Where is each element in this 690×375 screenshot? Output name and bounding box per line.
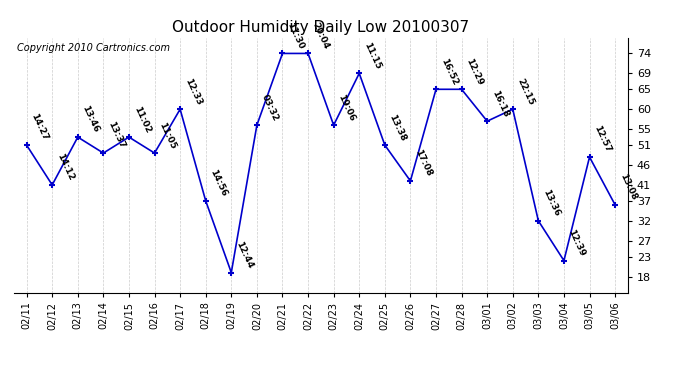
Text: 12:39: 12:39 — [566, 228, 587, 258]
Title: Outdoor Humidity Daily Low 20100307: Outdoor Humidity Daily Low 20100307 — [172, 20, 469, 35]
Text: 14:12: 14:12 — [55, 152, 75, 182]
Text: 22:15: 22:15 — [515, 77, 536, 106]
Text: 11:15: 11:15 — [362, 41, 382, 70]
Text: 16:18: 16:18 — [490, 88, 510, 118]
Text: 13:36: 13:36 — [541, 188, 562, 218]
Text: 13:38: 13:38 — [388, 112, 408, 142]
Text: 12:57: 12:57 — [592, 124, 613, 154]
Text: 13:08: 13:08 — [618, 172, 638, 202]
Text: 12:29: 12:29 — [464, 57, 484, 87]
Text: 13:46: 13:46 — [81, 105, 101, 134]
Text: 20:04: 20:04 — [310, 21, 331, 51]
Text: 11:30: 11:30 — [285, 21, 306, 51]
Text: 14:56: 14:56 — [208, 168, 229, 198]
Text: 11:02: 11:02 — [132, 105, 152, 134]
Text: 17:08: 17:08 — [413, 148, 433, 178]
Text: 12:33: 12:33 — [183, 77, 203, 106]
Text: 19:06: 19:06 — [337, 93, 357, 122]
Text: 16:52: 16:52 — [439, 57, 459, 87]
Text: 11:05: 11:05 — [157, 121, 177, 150]
Text: 03:32: 03:32 — [259, 93, 280, 122]
Text: 12:44: 12:44 — [234, 240, 255, 270]
Text: Copyright 2010 Cartronics.com: Copyright 2010 Cartronics.com — [17, 43, 170, 52]
Text: 13:37: 13:37 — [106, 120, 126, 150]
Text: 14:27: 14:27 — [30, 112, 50, 142]
